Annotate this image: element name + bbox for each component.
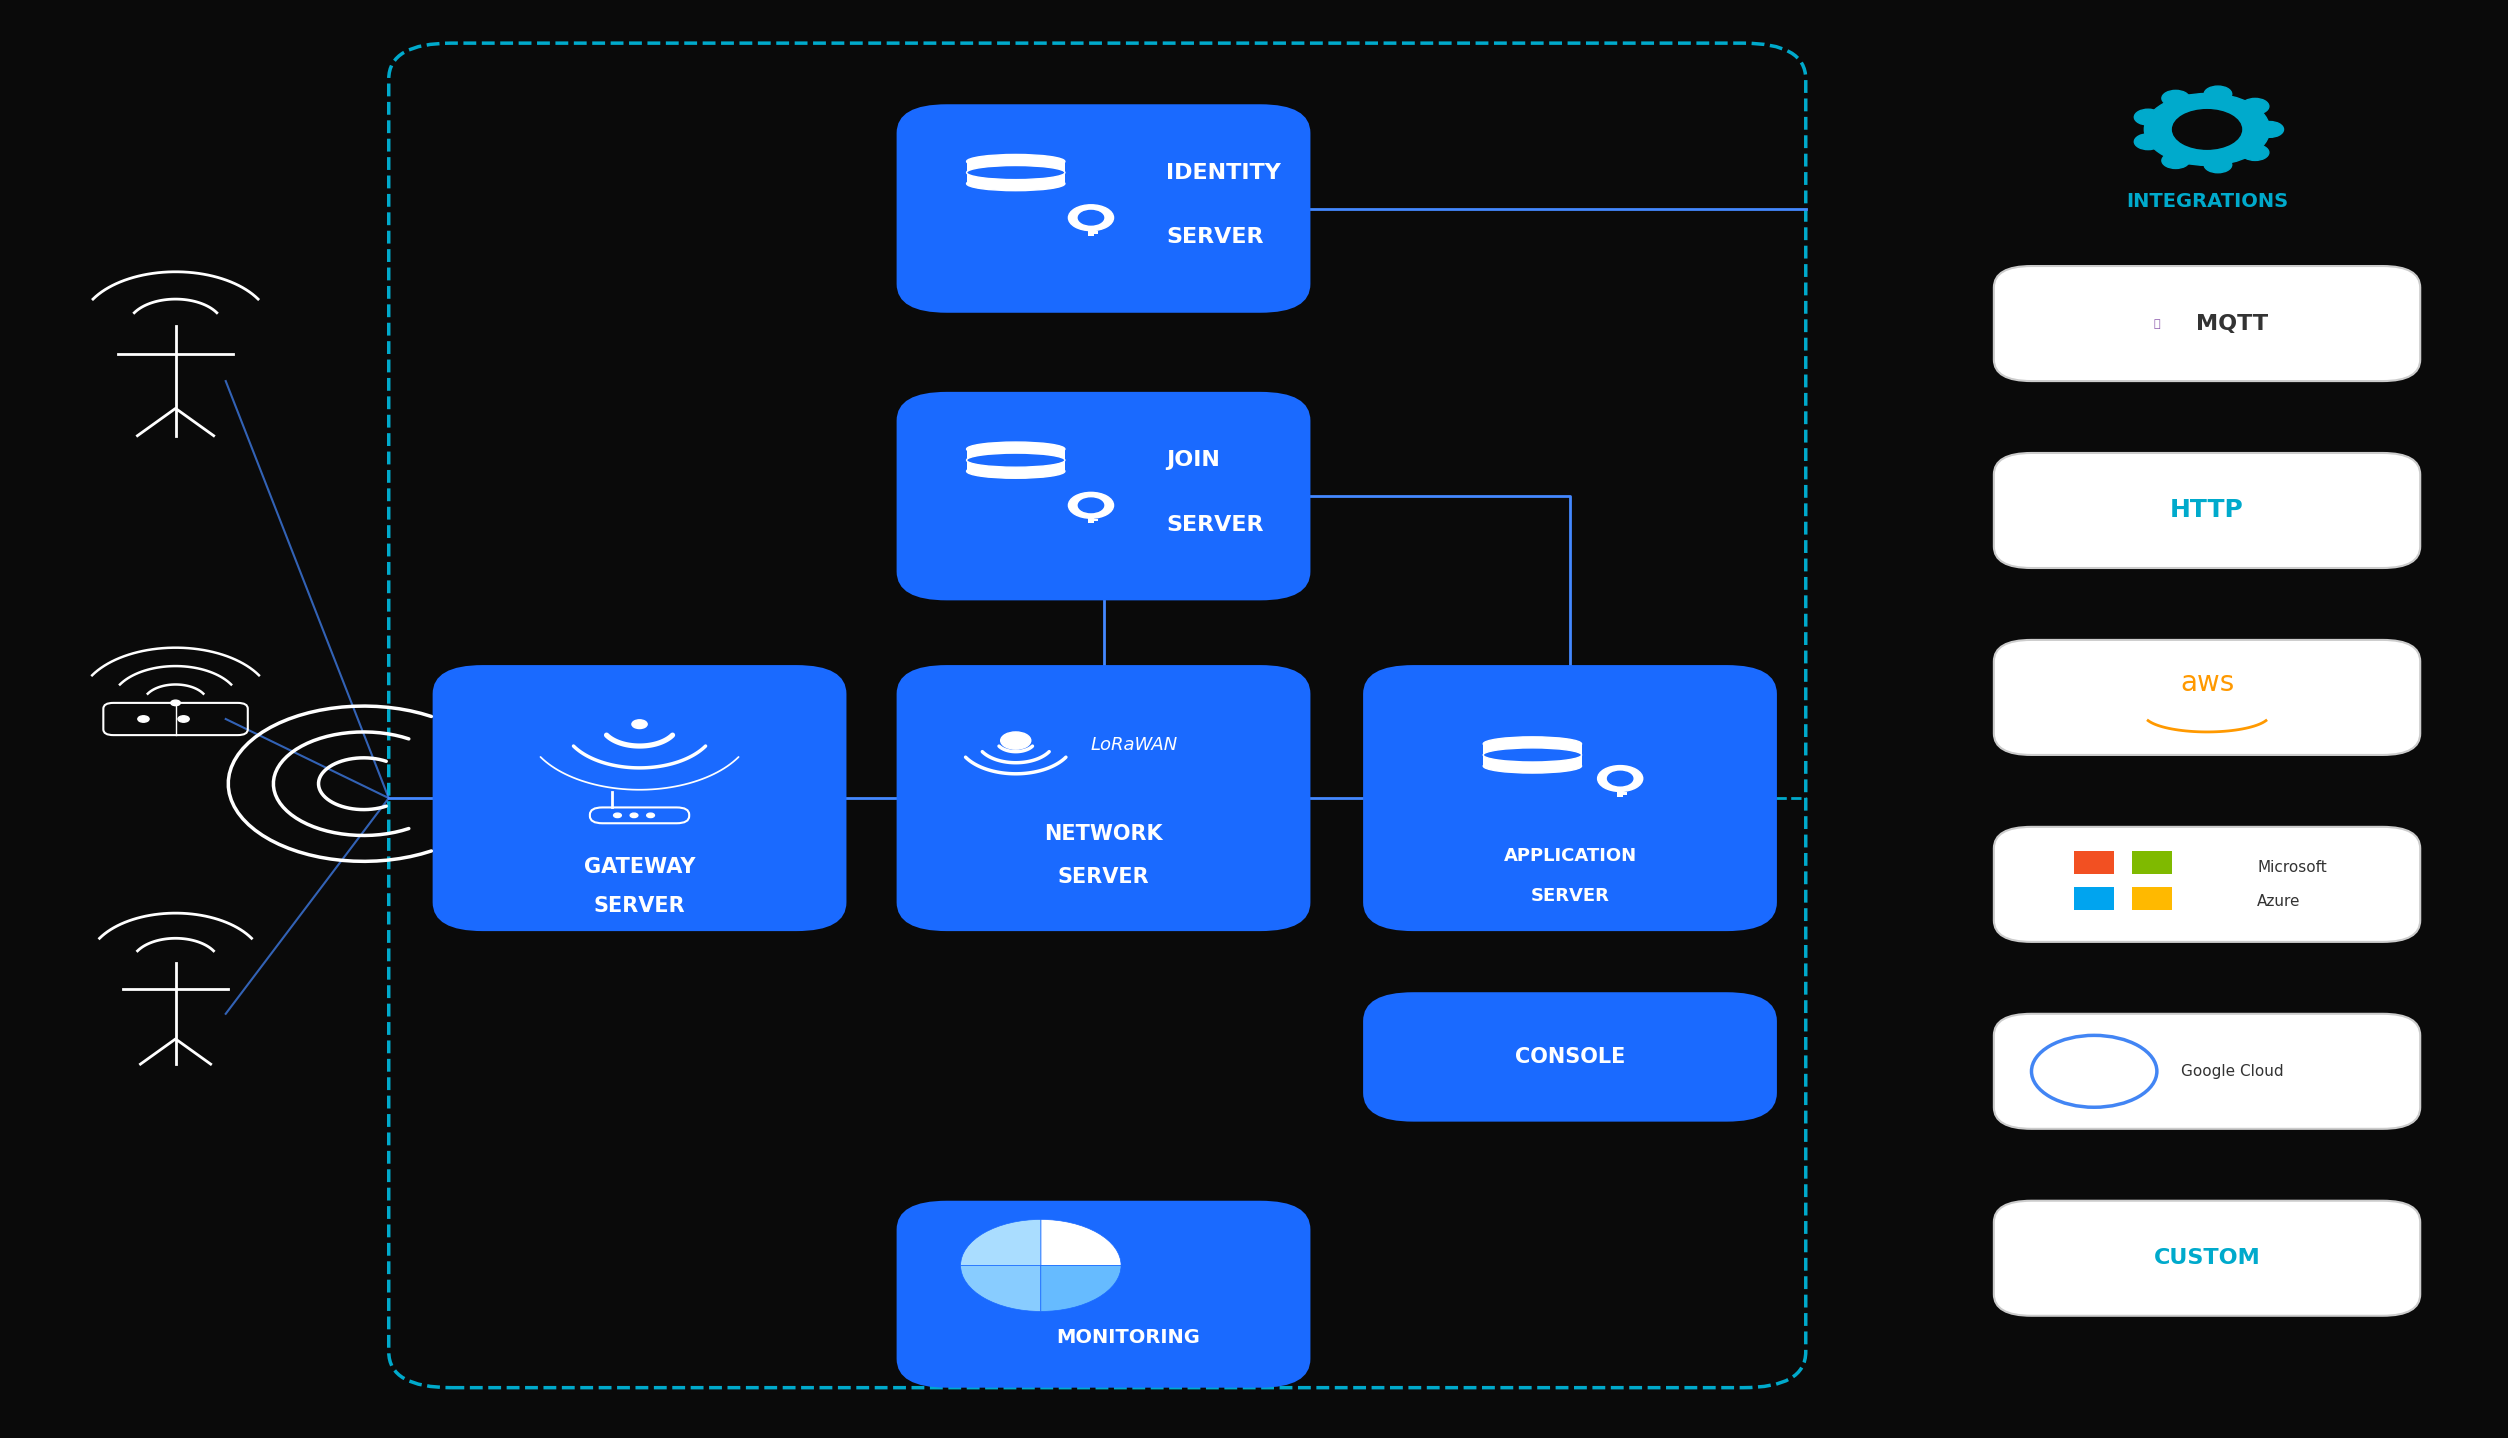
Circle shape bbox=[2162, 152, 2189, 168]
FancyBboxPatch shape bbox=[895, 393, 1309, 601]
Circle shape bbox=[171, 700, 181, 706]
FancyBboxPatch shape bbox=[966, 449, 1066, 472]
Text: Microsoft: Microsoft bbox=[2257, 860, 2327, 874]
Circle shape bbox=[178, 716, 188, 722]
FancyBboxPatch shape bbox=[895, 1201, 1309, 1388]
Circle shape bbox=[1078, 210, 1104, 224]
Text: APPLICATION: APPLICATION bbox=[1502, 847, 1638, 864]
Circle shape bbox=[1608, 771, 1633, 785]
Circle shape bbox=[2144, 93, 2270, 165]
FancyBboxPatch shape bbox=[2132, 887, 2172, 910]
FancyBboxPatch shape bbox=[2074, 887, 2114, 910]
FancyBboxPatch shape bbox=[1088, 217, 1093, 236]
FancyBboxPatch shape bbox=[1093, 519, 1099, 522]
Circle shape bbox=[1068, 204, 1114, 230]
FancyBboxPatch shape bbox=[1623, 788, 1628, 791]
Circle shape bbox=[1068, 492, 1114, 518]
Ellipse shape bbox=[1482, 748, 1583, 762]
Text: SERVER: SERVER bbox=[1166, 515, 1264, 535]
Circle shape bbox=[2242, 98, 2270, 114]
Text: SERVER: SERVER bbox=[1530, 887, 1610, 905]
Circle shape bbox=[138, 716, 148, 722]
Circle shape bbox=[1598, 765, 1643, 791]
Circle shape bbox=[647, 812, 655, 818]
Text: INTEGRATIONS: INTEGRATIONS bbox=[2127, 191, 2287, 211]
Text: CUSTOM: CUSTOM bbox=[2154, 1248, 2260, 1268]
Text: HTTP: HTTP bbox=[2169, 499, 2245, 522]
FancyBboxPatch shape bbox=[431, 664, 845, 932]
FancyBboxPatch shape bbox=[1093, 227, 1099, 229]
Text: LoRaWAN: LoRaWAN bbox=[1091, 736, 1179, 754]
FancyBboxPatch shape bbox=[1994, 453, 2420, 568]
Circle shape bbox=[2162, 91, 2189, 106]
Circle shape bbox=[614, 812, 622, 818]
Text: ⬛: ⬛ bbox=[2154, 319, 2159, 328]
Text: SERVER: SERVER bbox=[594, 896, 685, 916]
Text: IDENTITY: IDENTITY bbox=[1166, 162, 1282, 183]
Ellipse shape bbox=[1482, 759, 1583, 774]
Text: NETWORK: NETWORK bbox=[1043, 824, 1164, 844]
FancyBboxPatch shape bbox=[1618, 778, 1623, 797]
FancyBboxPatch shape bbox=[2132, 851, 2172, 874]
Text: JOIN: JOIN bbox=[1166, 450, 1219, 470]
FancyBboxPatch shape bbox=[1623, 792, 1628, 795]
Circle shape bbox=[1001, 732, 1031, 749]
Ellipse shape bbox=[966, 165, 1066, 180]
Circle shape bbox=[2187, 118, 2225, 141]
Wedge shape bbox=[1041, 1265, 1121, 1311]
FancyBboxPatch shape bbox=[1994, 1201, 2420, 1316]
FancyBboxPatch shape bbox=[1482, 743, 1583, 766]
Text: CONSOLE: CONSOLE bbox=[1515, 1047, 1625, 1067]
Text: aws: aws bbox=[2179, 669, 2235, 697]
FancyBboxPatch shape bbox=[1994, 640, 2420, 755]
Text: Azure: Azure bbox=[2257, 894, 2300, 909]
FancyBboxPatch shape bbox=[1994, 1014, 2420, 1129]
FancyBboxPatch shape bbox=[1362, 992, 1776, 1122]
FancyBboxPatch shape bbox=[895, 105, 1309, 313]
Text: SERVER: SERVER bbox=[1166, 227, 1264, 247]
Circle shape bbox=[1078, 498, 1104, 512]
FancyBboxPatch shape bbox=[1093, 515, 1099, 516]
Circle shape bbox=[2257, 121, 2282, 138]
Circle shape bbox=[2205, 86, 2232, 102]
Text: MQTT: MQTT bbox=[2197, 313, 2267, 334]
Text: SERVER: SERVER bbox=[1058, 867, 1149, 887]
Circle shape bbox=[630, 812, 637, 818]
FancyBboxPatch shape bbox=[2074, 851, 2114, 874]
Ellipse shape bbox=[966, 177, 1066, 191]
Circle shape bbox=[2134, 134, 2162, 150]
Text: Google Cloud: Google Cloud bbox=[2182, 1064, 2282, 1078]
Ellipse shape bbox=[1482, 736, 1583, 751]
Circle shape bbox=[2205, 157, 2232, 173]
FancyBboxPatch shape bbox=[1088, 505, 1093, 523]
FancyBboxPatch shape bbox=[1362, 664, 1776, 932]
FancyBboxPatch shape bbox=[966, 161, 1066, 184]
Circle shape bbox=[2134, 109, 2162, 125]
Ellipse shape bbox=[966, 453, 1066, 467]
FancyBboxPatch shape bbox=[1093, 232, 1099, 234]
Circle shape bbox=[2172, 109, 2242, 150]
Ellipse shape bbox=[966, 154, 1066, 168]
Ellipse shape bbox=[966, 464, 1066, 479]
Ellipse shape bbox=[966, 441, 1066, 456]
FancyBboxPatch shape bbox=[1994, 827, 2420, 942]
FancyBboxPatch shape bbox=[1994, 266, 2420, 381]
Text: GATEWAY: GATEWAY bbox=[584, 857, 695, 877]
Circle shape bbox=[2242, 145, 2270, 161]
Wedge shape bbox=[961, 1265, 1041, 1311]
FancyBboxPatch shape bbox=[895, 664, 1309, 932]
Wedge shape bbox=[1041, 1219, 1121, 1265]
Text: MONITORING: MONITORING bbox=[1056, 1327, 1201, 1347]
Circle shape bbox=[632, 720, 647, 729]
Wedge shape bbox=[961, 1219, 1041, 1265]
